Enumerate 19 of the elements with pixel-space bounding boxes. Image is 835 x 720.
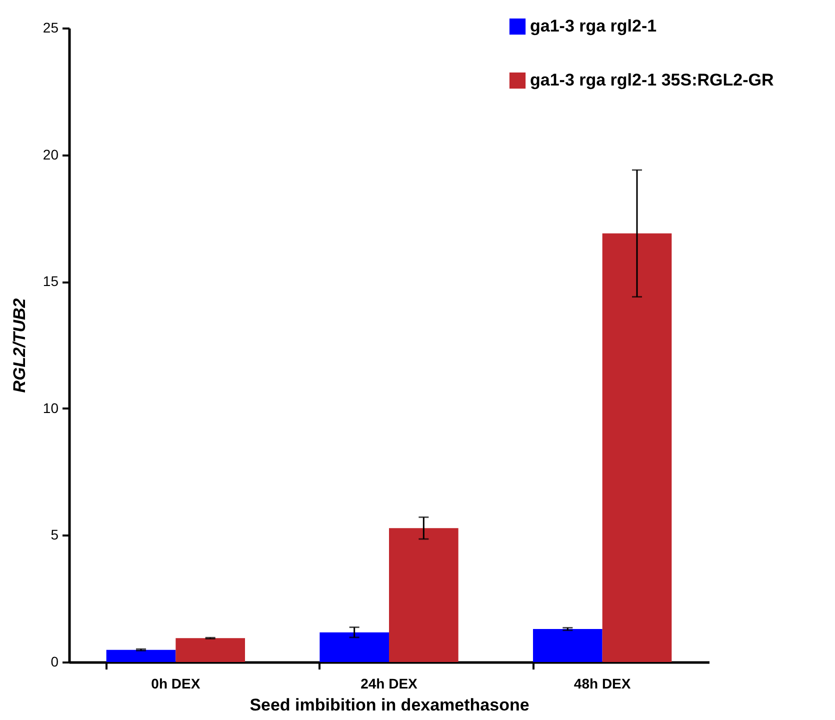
x-tick-label: 0h DEX xyxy=(151,676,201,692)
y-axis-title: RGL2/TUB2 xyxy=(10,298,29,393)
legend-label: ga1-3 rga rgl2-1 xyxy=(530,16,657,36)
x-axis-title: Seed imbibition in dexamethasone xyxy=(250,696,530,714)
y-tick-label: 5 xyxy=(50,526,59,543)
bar xyxy=(176,638,245,662)
y-tick-label: 25 xyxy=(42,20,59,36)
bar xyxy=(389,528,458,662)
bar xyxy=(533,629,602,662)
x-tick-label: 48h DEX xyxy=(574,676,632,692)
x-tick-label: 24h DEX xyxy=(360,676,418,692)
y-tick-label: 20 xyxy=(42,146,59,162)
y-tick-label: 10 xyxy=(42,400,59,416)
y-tick-label: 15 xyxy=(42,273,59,290)
y-tick-label: 0 xyxy=(50,654,59,670)
bar xyxy=(602,233,672,662)
bar xyxy=(320,632,389,662)
bar xyxy=(106,650,176,662)
legend-label: ga1-3 rga rgl2-1 35S:RGL2-GR xyxy=(530,70,774,90)
